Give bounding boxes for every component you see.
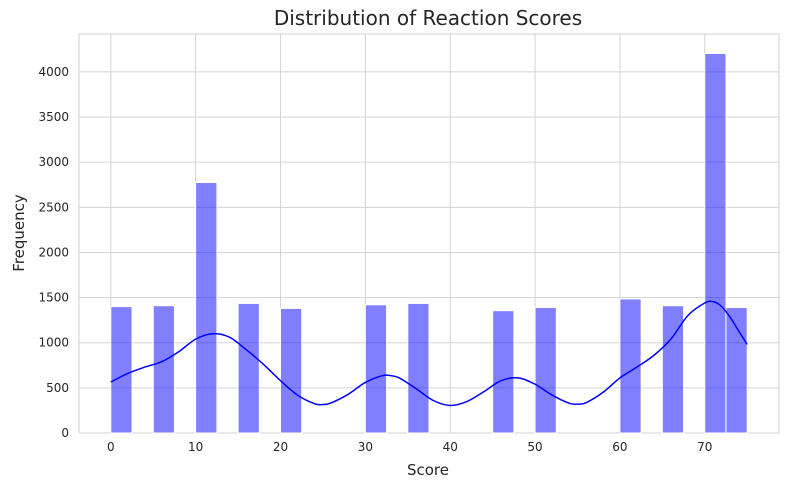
histogram-bars xyxy=(110,52,748,434)
histogram-bar xyxy=(364,304,388,434)
x-tick-label: 30 xyxy=(358,440,373,454)
histogram-bar xyxy=(619,298,642,434)
plot-area xyxy=(78,33,780,434)
y-tick-label: 1500 xyxy=(38,291,69,305)
histogram-bar xyxy=(725,307,748,434)
histogram-bar xyxy=(152,305,175,434)
x-tick-label: 10 xyxy=(188,440,203,454)
y-tick-label: 2500 xyxy=(38,200,69,214)
y-tick-label: 3000 xyxy=(38,155,69,169)
x-axis-title: Score xyxy=(407,461,449,479)
y-tick-label: 4000 xyxy=(38,65,69,79)
x-tick-labels: 0 10 20 30 40 50 60 70 xyxy=(107,440,712,454)
histogram-bar xyxy=(407,302,430,434)
y-tick-label: 500 xyxy=(46,381,69,395)
kde-line xyxy=(110,300,748,407)
histogram-bar xyxy=(195,181,218,434)
x-tick-label: 50 xyxy=(527,440,542,454)
x-tick-label: 60 xyxy=(612,440,627,454)
y-tick-label: 0 xyxy=(61,426,69,440)
x-tick-label: 40 xyxy=(443,440,458,454)
histogram-bar xyxy=(280,307,303,434)
histogram-bar xyxy=(534,307,557,434)
histogram-bar xyxy=(704,52,727,434)
histogram-bar xyxy=(237,302,260,434)
histogram-bar xyxy=(661,305,685,434)
y-tick-label: 3500 xyxy=(38,110,69,124)
x-tick-label: 0 xyxy=(107,440,115,454)
x-tick-label: 70 xyxy=(697,440,712,454)
x-tick-label: 20 xyxy=(273,440,288,454)
y-tick-label: 1000 xyxy=(38,336,69,350)
y-axis-title: Frequency xyxy=(10,194,28,272)
histogram-bar xyxy=(110,306,133,434)
y-tick-label: 2000 xyxy=(38,245,69,259)
chart-title: Distribution of Reaction Scores xyxy=(274,6,582,30)
histogram-bar xyxy=(492,310,515,434)
y-tick-labels: 0 500 1000 1500 2000 2500 3000 3500 4000 xyxy=(38,65,69,440)
